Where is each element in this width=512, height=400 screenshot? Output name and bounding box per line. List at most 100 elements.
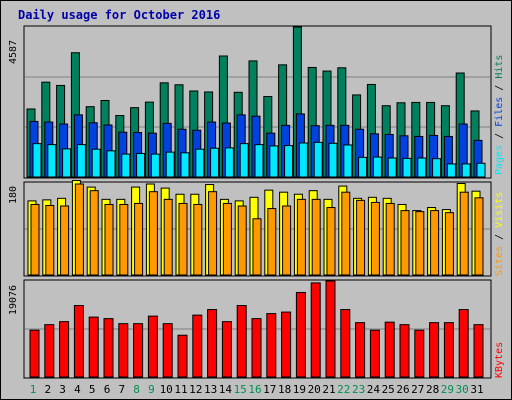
bar-pages-day-11: [180, 152, 190, 178]
bar-sites-day-23: [356, 199, 366, 276]
bar-sites-day-22: [341, 191, 351, 276]
legend-kbytes: KBytes: [494, 342, 505, 378]
bar-sites-day-28: [430, 210, 440, 276]
bar-kbytes-day-8: [133, 323, 144, 378]
x-tick-day-3: 3: [59, 383, 66, 396]
bar-pages-day-14: [224, 147, 234, 178]
bar-sites-day-19: [296, 198, 306, 276]
bar-pages-day-12: [195, 148, 205, 178]
x-tick-day-5: 5: [89, 383, 96, 396]
bar-pages-day-2: [47, 144, 57, 178]
bar-sites-day-30: [459, 191, 469, 276]
x-tick-day-10: 10: [160, 383, 173, 396]
x-tick-day-17: 17: [263, 383, 276, 396]
bar-sites-day-8: [134, 202, 144, 276]
bar-sites-day-24: [370, 201, 380, 276]
x-tick-day-28: 28: [426, 383, 439, 396]
x-tick-day-20: 20: [308, 383, 321, 396]
bar-kbytes-day-24: [369, 329, 380, 378]
x-tick-day-31: 31: [470, 383, 483, 396]
bar-sites-day-15: [237, 205, 247, 276]
bar-pages-day-29: [446, 163, 456, 178]
x-tick-day-27: 27: [411, 383, 424, 396]
x-tick-day-2: 2: [44, 383, 51, 396]
bar-sites-day-20: [311, 198, 321, 276]
legend-sites: Sites: [494, 246, 505, 276]
x-tick-day-13: 13: [204, 383, 217, 396]
bar-kbytes-day-28: [429, 322, 440, 378]
bar-kbytes-day-7: [118, 323, 129, 378]
bar-pages-day-16: [254, 144, 264, 178]
x-tick-day-26: 26: [396, 383, 409, 396]
bar-pages-day-24: [372, 156, 382, 178]
legend-hits: Hits: [494, 55, 505, 79]
legends: Pages / Files / Hits Sites / Visits KBytes: [494, 55, 505, 378]
bar-kbytes-day-20: [310, 282, 321, 378]
x-tick-day-11: 11: [174, 383, 187, 396]
bar-kbytes-day-16: [251, 318, 262, 378]
bar-sites-day-29: [444, 212, 454, 276]
bar-pages-day-8: [136, 152, 146, 178]
bar-pages-day-17: [269, 145, 279, 178]
bar-pages-day-1: [32, 143, 42, 178]
x-tick-day-8: 8: [133, 383, 140, 396]
bar-pages-day-18: [284, 145, 294, 178]
bar-sites-day-16: [252, 218, 262, 276]
bar-kbytes-day-6: [103, 318, 114, 378]
y-max-label: 180: [8, 186, 19, 204]
bar-kbytes-day-9: [147, 315, 158, 378]
bar-pages-day-7: [121, 153, 131, 178]
legend-pages: Pages: [494, 145, 505, 175]
bar-sites-day-26: [400, 210, 410, 276]
legend-hits_files_pages: Pages / Files / Hits: [494, 55, 505, 175]
bar-pages-day-26: [402, 157, 412, 178]
legend-files: Files: [494, 97, 505, 127]
x-tick-day-4: 4: [74, 383, 81, 396]
bar-pages-day-6: [106, 150, 116, 178]
x-tick-day-21: 21: [322, 383, 335, 396]
bar-sites-day-21: [326, 207, 336, 276]
legend-separator: /: [494, 228, 505, 246]
bar-sites-day-14: [222, 202, 232, 276]
bar-sites-day-6: [104, 203, 114, 276]
bar-kbytes-day-2: [44, 324, 55, 378]
bars: [26, 26, 486, 378]
x-tick-day-9: 9: [148, 383, 155, 396]
bar-sites-day-4: [74, 183, 84, 276]
bar-kbytes-day-17: [266, 313, 277, 378]
bar-kbytes-day-1: [29, 329, 40, 378]
bar-kbytes-day-26: [399, 324, 410, 378]
bar-kbytes-day-10: [162, 323, 173, 378]
y-max-label: 19076: [8, 285, 19, 315]
y-max-labels: 4587 180 19076: [8, 40, 19, 315]
bar-pages-day-9: [150, 153, 160, 178]
bar-kbytes-day-12: [192, 314, 203, 378]
bar-kbytes-day-15: [236, 305, 247, 378]
bar-kbytes-day-21: [325, 280, 336, 378]
legend-separator: /: [494, 79, 505, 97]
bar-kbytes-day-13: [207, 309, 218, 378]
bar-pages-day-10: [165, 151, 175, 178]
bar-kbytes-day-11: [177, 334, 188, 378]
x-tick-day-6: 6: [104, 383, 111, 396]
bar-pages-day-3: [62, 148, 72, 178]
bar-sites-day-11: [178, 202, 188, 276]
x-tick-day-1: 1: [30, 383, 37, 396]
chart-title: Daily usage for October 2016: [18, 8, 220, 22]
x-tick-day-24: 24: [367, 383, 381, 396]
bar-sites-day-9: [148, 191, 158, 276]
bar-kbytes-day-22: [340, 309, 351, 378]
bar-kbytes-day-14: [221, 321, 232, 378]
bar-pages-day-22: [343, 144, 353, 178]
bar-kbytes-day-5: [88, 316, 99, 378]
bar-pages-day-25: [387, 157, 397, 178]
x-tick-day-25: 25: [382, 383, 395, 396]
bar-sites-day-31: [474, 197, 484, 276]
bar-sites-day-7: [119, 203, 129, 276]
x-tick-day-29: 29: [441, 383, 454, 396]
x-tick-day-12: 12: [189, 383, 202, 396]
bar-pages-day-31: [476, 162, 486, 178]
bar-kbytes-day-18: [281, 311, 292, 378]
bar-pages-day-27: [417, 157, 427, 178]
